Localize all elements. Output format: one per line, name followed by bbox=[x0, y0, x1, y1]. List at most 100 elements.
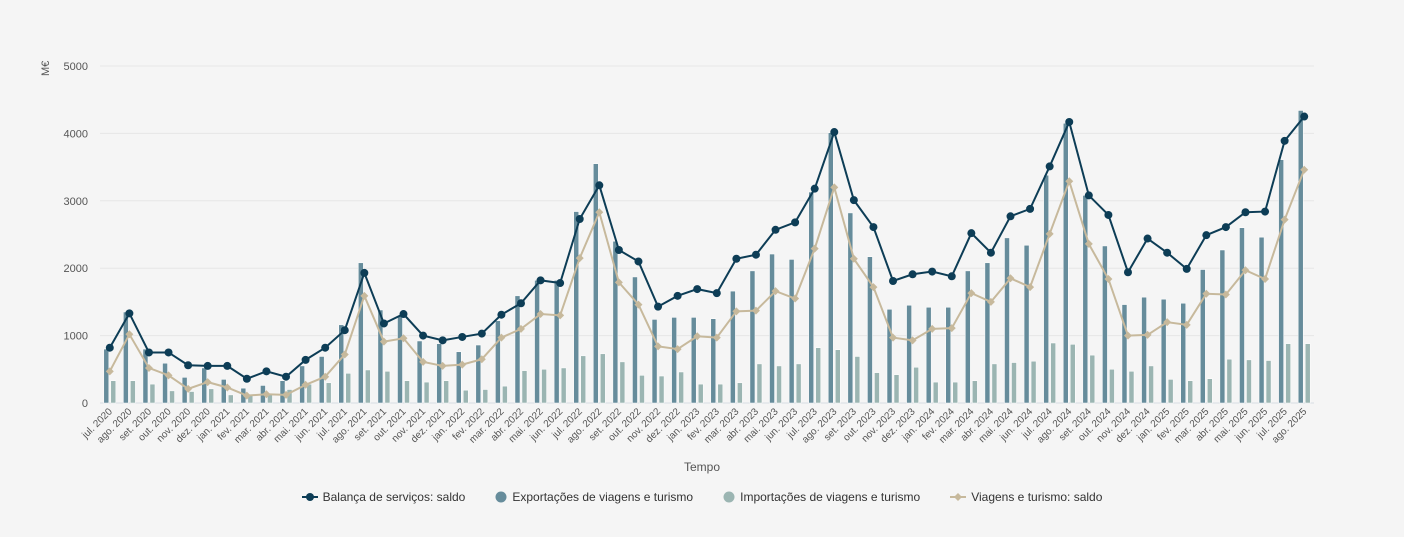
point-balanca-servicos bbox=[1300, 112, 1309, 121]
bar-exportacoes bbox=[162, 362, 168, 404]
bar-importacoes bbox=[345, 373, 352, 404]
legend-item-viagens-saldo[interactable]: Viagens e turismo: saldo bbox=[950, 490, 1102, 504]
bar-importacoes bbox=[658, 375, 665, 404]
bar-importacoes bbox=[893, 374, 900, 404]
point-balanca-servicos bbox=[184, 361, 193, 370]
point-balanca-servicos bbox=[928, 267, 937, 276]
point-balanca-servicos bbox=[1006, 212, 1015, 221]
bar-importacoes bbox=[110, 380, 117, 404]
bar-importacoes bbox=[815, 347, 821, 404]
y-tick-label: 5000 bbox=[64, 61, 88, 73]
bar-importacoes bbox=[1128, 371, 1135, 404]
bar-exportacoes bbox=[1023, 245, 1030, 404]
point-balanca-servicos bbox=[1104, 210, 1113, 219]
bar-importacoes bbox=[1089, 354, 1096, 404]
legend-item-importacoes[interactable]: Importações de viagens e turismo bbox=[723, 490, 920, 504]
bar-importacoes bbox=[600, 353, 606, 404]
point-viagens-saldo bbox=[1182, 320, 1191, 329]
point-viagens-saldo bbox=[1280, 215, 1289, 224]
point-viagens-saldo bbox=[908, 336, 917, 345]
point-viagens-saldo bbox=[693, 332, 702, 341]
point-viagens-saldo bbox=[849, 254, 858, 263]
point-viagens-saldo bbox=[889, 333, 898, 342]
point-balanca-servicos bbox=[634, 257, 643, 266]
point-balanca-servicos bbox=[497, 310, 506, 319]
point-balanca-servicos bbox=[889, 277, 898, 286]
point-balanca-servicos bbox=[379, 319, 388, 328]
bar-importacoes bbox=[169, 390, 175, 404]
legend-label: Importações de viagens e turismo bbox=[740, 490, 921, 504]
point-balanca-servicos bbox=[438, 336, 447, 345]
point-viagens-saldo bbox=[947, 324, 956, 333]
point-viagens-saldo bbox=[673, 345, 682, 354]
point-balanca-servicos bbox=[869, 223, 878, 232]
x-axis-title: Tempo bbox=[683, 460, 721, 474]
bar-importacoes bbox=[384, 371, 391, 404]
point-balanca-servicos bbox=[1045, 162, 1054, 171]
y-axis-title: M€ bbox=[40, 60, 52, 76]
legend-item-exportacoes[interactable]: Exportações de viagens e turismo bbox=[495, 490, 693, 504]
point-balanca-servicos bbox=[1241, 208, 1250, 217]
bar-exportacoes bbox=[103, 348, 110, 404]
bar-exportacoes bbox=[495, 320, 501, 404]
bar-exportacoes bbox=[1043, 174, 1049, 404]
bar-importacoes bbox=[991, 363, 998, 404]
bar-importacoes bbox=[776, 365, 782, 404]
bar-exportacoes bbox=[1219, 249, 1226, 404]
point-balanca-servicos bbox=[105, 343, 114, 352]
point-balanca-servicos bbox=[732, 254, 741, 263]
bar-importacoes bbox=[835, 349, 841, 404]
point-viagens-saldo bbox=[1104, 274, 1113, 283]
legend-label: Balança de serviços: saldo bbox=[322, 490, 466, 504]
bar-exportacoes bbox=[847, 212, 854, 404]
bar-exportacoes bbox=[201, 367, 207, 404]
point-balanca-servicos bbox=[1221, 223, 1230, 232]
point-viagens-saldo bbox=[399, 334, 408, 343]
bar-importacoes bbox=[1030, 360, 1037, 404]
bar-exportacoes bbox=[1297, 110, 1304, 404]
bar-exportacoes bbox=[984, 262, 991, 404]
bar-exportacoes bbox=[338, 324, 345, 404]
bar-importacoes bbox=[1050, 342, 1056, 404]
point-viagens-saldo bbox=[438, 361, 447, 370]
bar-importacoes bbox=[697, 383, 704, 404]
point-balanca-servicos bbox=[595, 181, 604, 190]
point-balanca-servicos bbox=[399, 310, 408, 319]
point-balanca-servicos bbox=[1084, 191, 1093, 200]
point-viagens-saldo bbox=[379, 337, 388, 346]
bar-importacoes bbox=[1011, 362, 1017, 404]
point-viagens-saldo bbox=[164, 371, 173, 380]
bar-importacoes bbox=[1187, 380, 1193, 404]
bar-exportacoes bbox=[455, 351, 462, 404]
bar-importacoes bbox=[854, 356, 861, 404]
point-viagens-saldo bbox=[1143, 330, 1152, 339]
bar-exportacoes bbox=[123, 311, 129, 404]
bar-exportacoes bbox=[397, 315, 403, 404]
bar-importacoes bbox=[639, 375, 645, 404]
bar-exportacoes bbox=[142, 348, 149, 404]
point-viagens-saldo bbox=[575, 254, 584, 263]
bar-exportacoes bbox=[1258, 236, 1265, 404]
point-balanca-servicos bbox=[693, 285, 702, 294]
bar-exportacoes bbox=[690, 317, 697, 404]
point-balanca-servicos bbox=[340, 326, 349, 335]
point-balanca-servicos bbox=[967, 229, 976, 238]
line-viagens-saldo bbox=[108, 169, 1306, 397]
point-balanca-servicos bbox=[654, 302, 663, 311]
point-viagens-saldo bbox=[1241, 266, 1250, 275]
point-viagens-saldo bbox=[1300, 165, 1309, 174]
bar-importacoes bbox=[404, 380, 410, 404]
bar-exportacoes bbox=[553, 280, 560, 404]
bar-importacoes bbox=[972, 380, 978, 404]
bar-importacoes bbox=[913, 367, 919, 404]
point-viagens-saldo bbox=[712, 333, 721, 342]
bar-importacoes bbox=[952, 381, 959, 404]
bar-importacoes bbox=[560, 367, 567, 404]
legend: Balança de serviços: saldo Exportações d… bbox=[0, 490, 1404, 504]
legend-item-balanca[interactable]: Balança de serviços: saldo bbox=[301, 490, 466, 504]
bar-importacoes bbox=[188, 391, 195, 404]
bar-importacoes bbox=[130, 380, 136, 404]
point-balanca-servicos bbox=[321, 343, 330, 352]
point-viagens-saldo bbox=[967, 289, 976, 298]
point-viagens-saldo bbox=[223, 383, 232, 392]
